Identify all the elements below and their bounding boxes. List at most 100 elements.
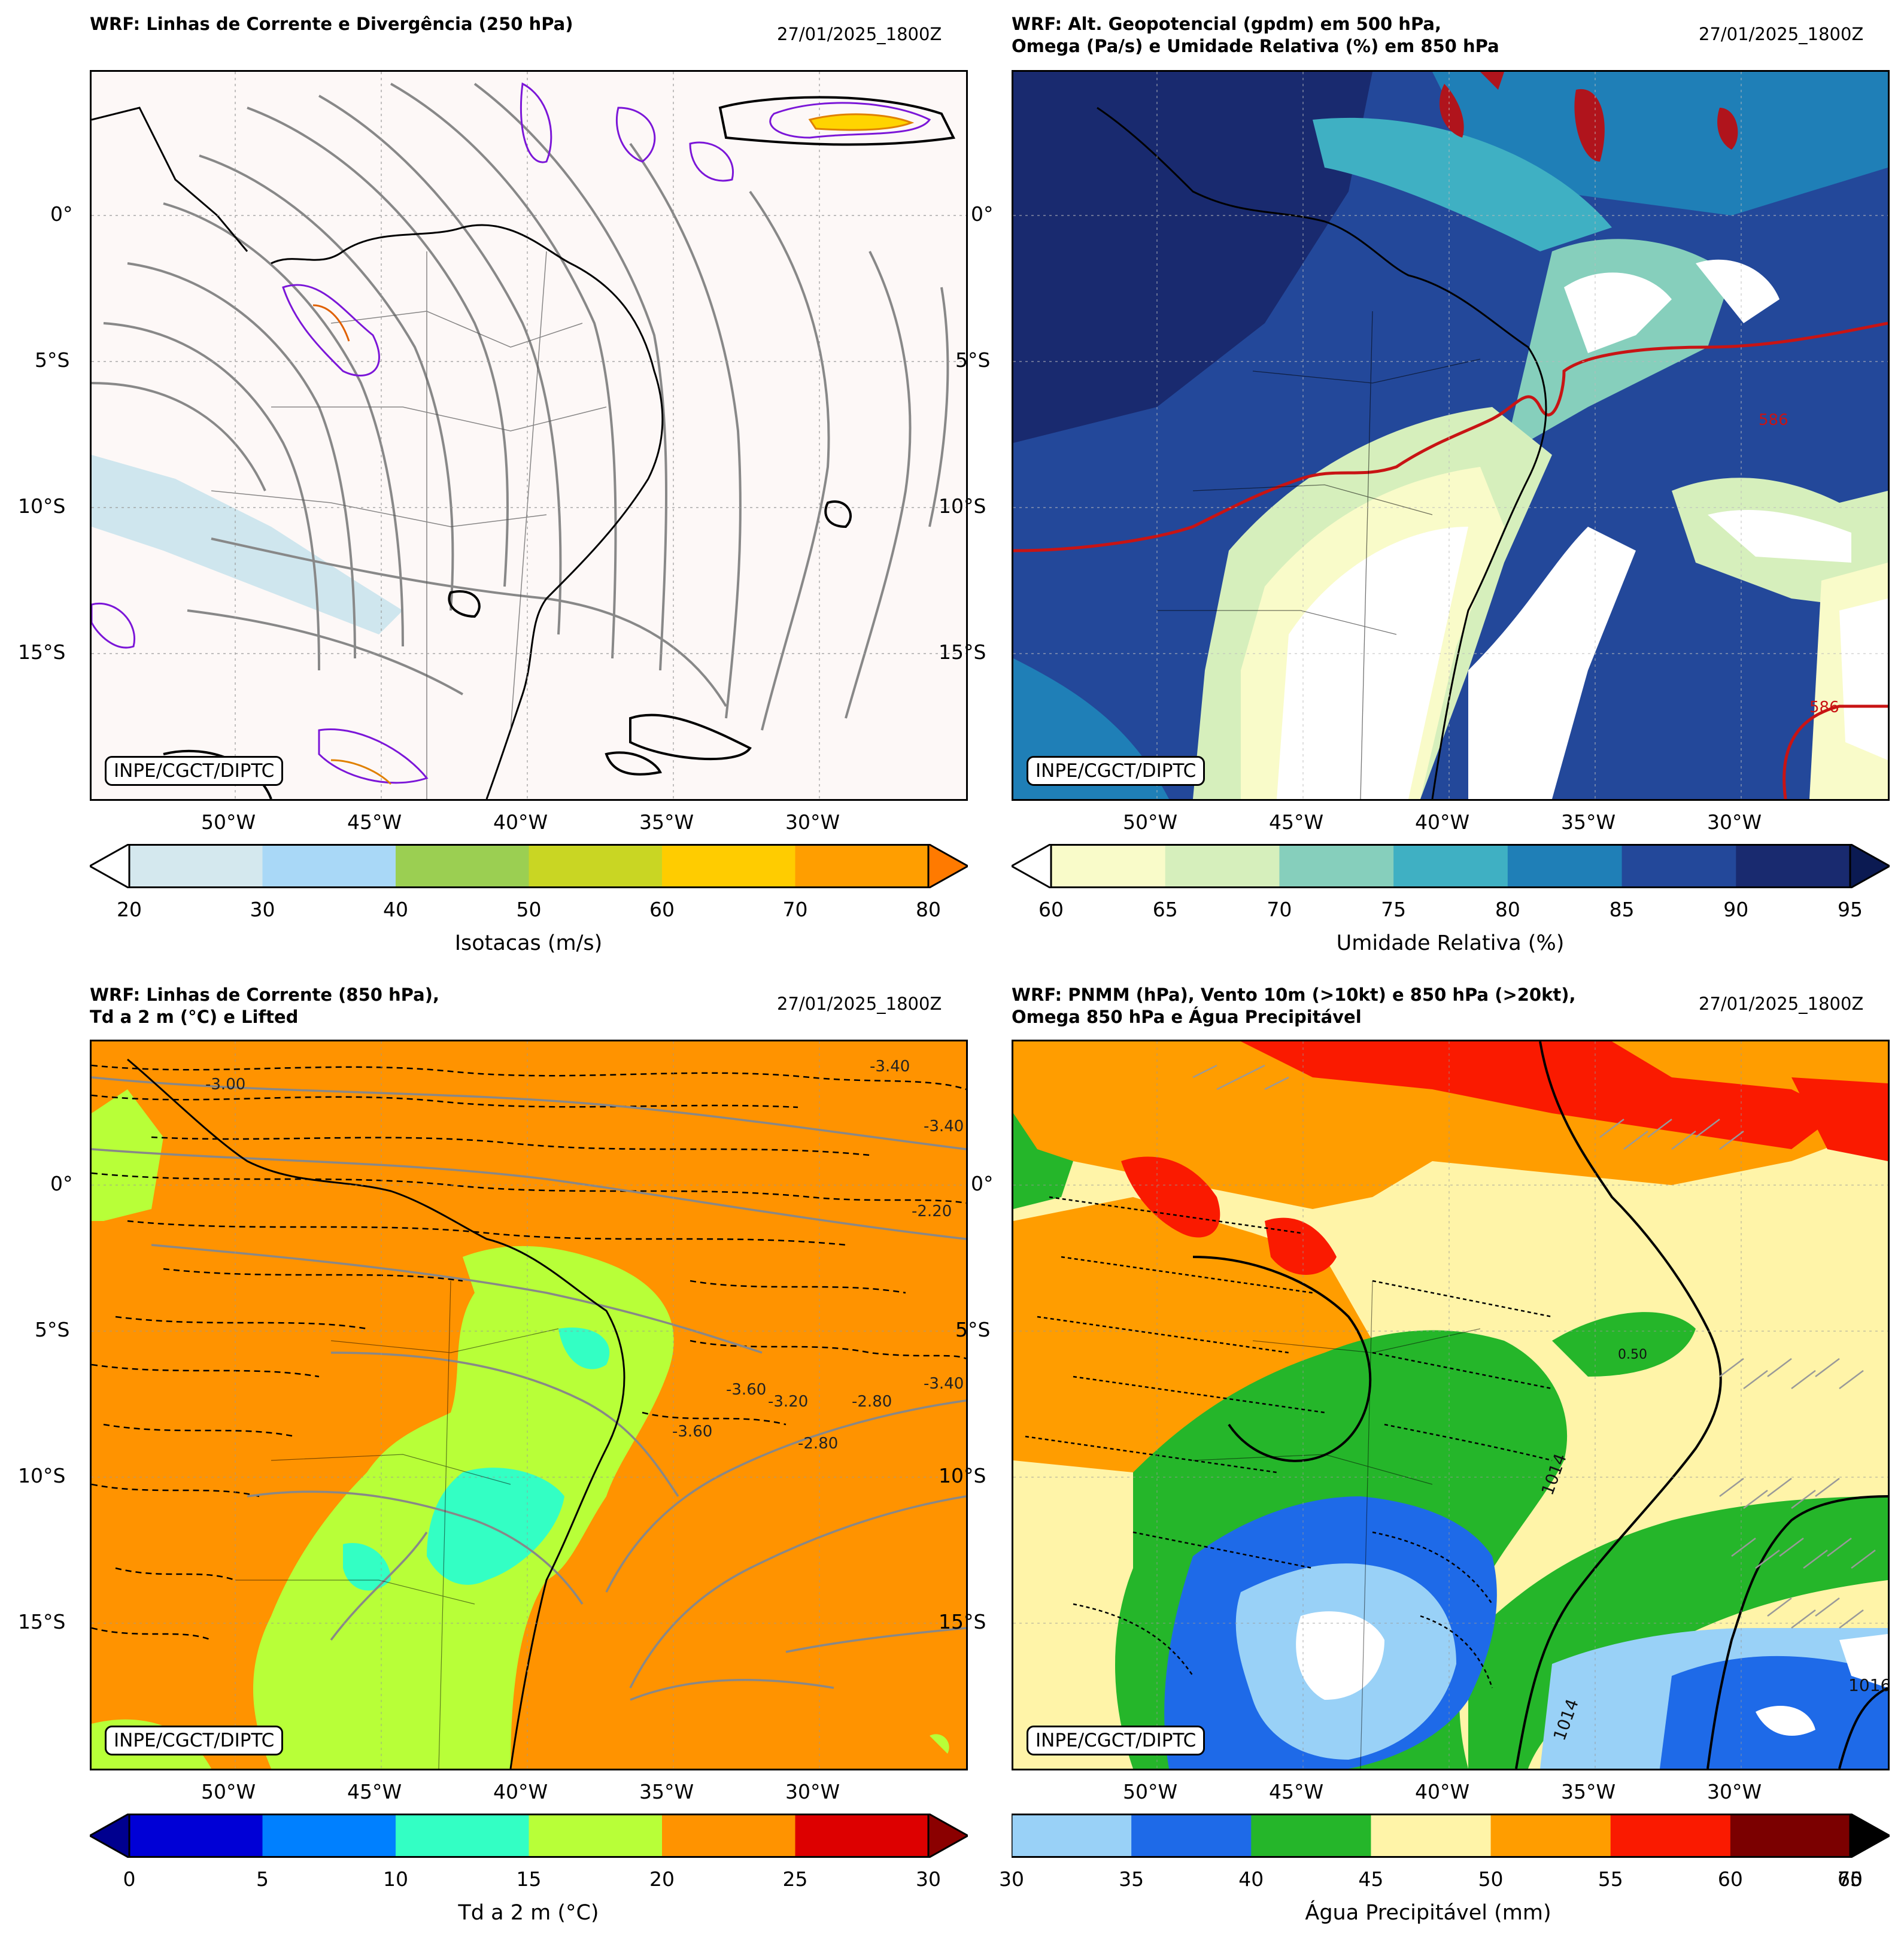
- colorbar-under-triangle: [87, 842, 130, 890]
- colorbar-over-triangle: [1849, 842, 1892, 890]
- lifted-label-6: -3.20: [768, 1393, 808, 1411]
- panel-title-line1: WRF: PNMM (hPa), Vento 10m (>10kt) e 850…: [1012, 985, 1576, 1005]
- lifted-label-5: -3.40: [924, 1375, 964, 1393]
- colorbar-segment: [1131, 1814, 1252, 1858]
- lon-label-50w: 50°W: [201, 810, 256, 834]
- omega-label: 0.50: [1618, 1347, 1647, 1362]
- colorbar-under-triangle: [87, 1812, 130, 1860]
- lon-label-35w: 35°W: [1561, 1780, 1616, 1803]
- colorbar-segment: [129, 844, 263, 888]
- colorbar-segment: [529, 1814, 663, 1858]
- colorbar-segment: [1371, 1814, 1492, 1858]
- lon-label-35w: 35°W: [1561, 810, 1616, 834]
- colorbar-tick-label: 15: [516, 1867, 542, 1891]
- credit-badge: INPE/CGCT/DIPTC: [105, 1726, 284, 1755]
- colorbar-tick-label: 90: [1723, 898, 1749, 921]
- colorbar-umidade: [1009, 842, 1892, 891]
- lat-label-5s: 5°S: [955, 348, 991, 372]
- lat-label-15s: 15°S: [939, 1610, 986, 1633]
- lon-label-40w: 40°W: [493, 810, 548, 834]
- colorbar-isotacas: [87, 842, 970, 891]
- panel-date: 27/01/2025_1800Z: [777, 994, 942, 1014]
- colorbar-segment: [1507, 844, 1623, 888]
- contour-label-586-b: 586: [1809, 698, 1839, 716]
- colorbar-tick-label: 60: [649, 898, 675, 921]
- lifted-label-4: -2.80: [852, 1393, 892, 1411]
- colorbar-segment: [1490, 1814, 1611, 1858]
- colorbar-segment: [262, 1814, 396, 1858]
- colorbar-segment: [795, 1814, 929, 1858]
- colorbar-segment: [262, 844, 396, 888]
- colorbar-tick-label: 30: [250, 898, 275, 921]
- lat-label-15s: 15°S: [18, 640, 66, 664]
- credit-badge: INPE/CGCT/DIPTC: [105, 756, 284, 786]
- lon-label-45w: 45°W: [347, 1780, 402, 1803]
- colorbar-frame: [128, 1814, 930, 1858]
- map-svg-3: -3.40 -2.20 -3.60 -2.80 -3.40 -3.20 -2.8…: [92, 1041, 966, 1769]
- map-area: -3.40 -2.20 -3.60 -2.80 -3.40 -3.20 -2.8…: [90, 1040, 968, 1770]
- lon-label-40w: 40°W: [493, 1780, 548, 1803]
- colorbar-segment: [1621, 844, 1736, 888]
- lat-label-5s: 5°S: [955, 1318, 991, 1341]
- lat-label-5s: 5°S: [35, 348, 70, 372]
- lon-label-30w: 30°W: [1707, 810, 1762, 834]
- panel-title-line1: WRF: Alt. Geopotencial (gpdm) em 500 hPa…: [1012, 14, 1442, 34]
- colorbar-segment: [662, 1814, 795, 1858]
- colorbar-tick-label: 40: [383, 898, 408, 921]
- lon-label-30w: 30°W: [1707, 1780, 1762, 1803]
- lat-label-0: 0°: [971, 202, 994, 226]
- contour-label-586-a: 586: [1759, 411, 1788, 429]
- lat-label-0: 0°: [971, 1172, 994, 1195]
- colorbar-tick-label: 40: [1238, 1867, 1264, 1891]
- colorbar-segment: [529, 844, 663, 888]
- lifted-label-1: -3.40: [924, 1117, 964, 1135]
- colorbar-tick-label: 25: [782, 1867, 808, 1891]
- lon-label-40w: 40°W: [1415, 810, 1470, 834]
- lat-label-10s: 10°S: [939, 1464, 986, 1487]
- colorbar-frame: [128, 844, 930, 888]
- panel-date: 27/01/2025_1800Z: [1699, 24, 1864, 44]
- colorbar-tick-label: 50: [1478, 1867, 1504, 1891]
- colorbar-label: Td a 2 m (°C): [458, 1901, 599, 1925]
- lon-label-50w: 50°W: [1123, 810, 1178, 834]
- colorbar-segment: [662, 844, 795, 888]
- colorbar-tick-label: 60: [1038, 898, 1064, 921]
- lifted-label-7: -2.80: [798, 1435, 838, 1453]
- lon-label-45w: 45°W: [1269, 810, 1324, 834]
- colorbar-tick-label: 45: [1358, 1867, 1384, 1891]
- colorbar-tick-label: 60: [1717, 1867, 1743, 1891]
- colorbar-tick-label: 80: [1495, 898, 1520, 921]
- panel-title-line2: Omega (Pa/s) e Umidade Relativa (%) em 8…: [1012, 36, 1499, 56]
- colorbar-segment: [1393, 844, 1508, 888]
- colorbar-tick-label: 5: [256, 1867, 269, 1891]
- map-area: 586 586 INPE/CGCT/DIPTC: [1012, 70, 1890, 801]
- lifted-label-8: -3.00: [205, 1076, 245, 1094]
- lifted-label-9: -3.60: [672, 1423, 712, 1441]
- panel-title-line2: Omega 850 hPa e Água Precipitável: [1012, 1007, 1362, 1027]
- colorbar-segment: [1610, 1814, 1731, 1858]
- colorbar-tick-label: 95: [1838, 898, 1863, 921]
- colorbar-tick-label: 50: [516, 898, 542, 921]
- colorbar-agua: [1010, 1812, 1892, 1860]
- colorbar-segment: [129, 1814, 263, 1858]
- colorbar-td: [87, 1812, 970, 1860]
- lon-label-50w: 50°W: [201, 1780, 256, 1803]
- colorbar-tick-label: 85: [1609, 898, 1635, 921]
- colorbar-tick-label: 70: [1267, 898, 1292, 921]
- colorbar-segment: [1165, 844, 1280, 888]
- lon-label-40w: 40°W: [1415, 1780, 1470, 1803]
- colorbar-svg: [1010, 1812, 1892, 1860]
- colorbar-over-triangle: [927, 1812, 970, 1860]
- lat-label-10s: 10°S: [18, 1464, 66, 1487]
- colorbar-over-triangle: [927, 842, 970, 890]
- colorbar-tick-label: 20: [117, 898, 142, 921]
- colorbar-tick-label: 20: [649, 1867, 675, 1891]
- lon-label-35w: 35°W: [639, 810, 694, 834]
- colorbar-tick-label: 35: [1119, 1867, 1144, 1891]
- colorbar-svg: [87, 842, 970, 890]
- colorbar-segment: [1730, 1814, 1851, 1858]
- colorbar-segment: [1051, 844, 1166, 888]
- colorbar-label: Umidade Relativa (%): [1336, 931, 1565, 955]
- lat-label-10s: 10°S: [18, 494, 66, 518]
- colorbar-svg: [87, 1812, 970, 1860]
